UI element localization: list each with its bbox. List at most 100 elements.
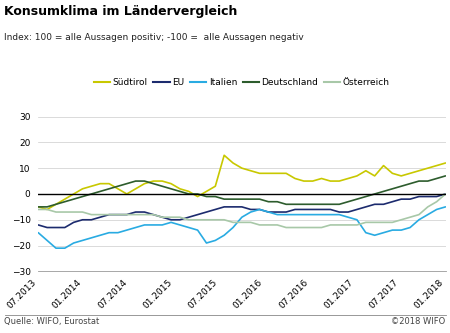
Österreich (106, 213, 112, 217)
EU (425, 194, 431, 198)
Österreich (89, 213, 94, 217)
EU (443, 192, 448, 196)
Österreich (301, 225, 306, 229)
Text: ©2018 WIFO: ©2018 WIFO (391, 317, 446, 326)
Südtirol (45, 207, 50, 211)
Deutschland (71, 197, 76, 201)
Österreich (274, 223, 280, 227)
Südtirol (80, 187, 85, 191)
Deutschland (399, 184, 404, 188)
Südtirol (425, 166, 431, 170)
Österreich (416, 213, 422, 217)
Italien (284, 213, 289, 217)
Südtirol (363, 169, 369, 173)
Italien (416, 218, 422, 222)
EU (106, 213, 112, 217)
Line: EU: EU (38, 194, 446, 227)
Italien (115, 231, 121, 235)
EU (115, 213, 121, 217)
Line: Österreich: Österreich (38, 194, 446, 227)
Line: Südtirol: Südtirol (38, 155, 446, 209)
Deutschland (390, 187, 395, 191)
Südtirol (274, 171, 280, 175)
Deutschland (443, 174, 448, 178)
Deutschland (284, 202, 289, 206)
Österreich (230, 220, 236, 224)
Text: Index: 100 = alle Aussagen positiv; -100 =  alle Aussagen negativ: Index: 100 = alle Aussagen positiv; -100… (4, 33, 304, 42)
Südtirol (372, 174, 378, 178)
Deutschland (177, 189, 183, 193)
Österreich (399, 218, 404, 222)
Südtirol (186, 189, 191, 193)
Italien (230, 225, 236, 229)
EU (399, 197, 404, 201)
Italien (407, 225, 413, 229)
Österreich (177, 215, 183, 219)
Österreich (53, 210, 58, 214)
Italien (133, 225, 138, 229)
Deutschland (230, 197, 236, 201)
Legend: Südtirol, EU, Italien, Deutschland, Österreich: Südtirol, EU, Italien, Deutschland, Öste… (90, 75, 393, 91)
Südtirol (257, 171, 262, 175)
Italien (71, 241, 76, 245)
Österreich (425, 205, 431, 209)
Deutschland (372, 192, 378, 196)
Deutschland (204, 194, 209, 198)
EU (177, 218, 183, 222)
EU (36, 223, 41, 227)
EU (239, 205, 245, 209)
Deutschland (115, 184, 121, 188)
Italien (36, 231, 41, 235)
Italien (319, 213, 324, 217)
EU (363, 205, 369, 209)
Italien (212, 238, 218, 242)
Deutschland (425, 179, 431, 183)
Österreich (221, 218, 227, 222)
Südtirol (292, 176, 298, 180)
Line: Italien: Italien (38, 207, 446, 248)
EU (212, 207, 218, 211)
Südtirol (407, 171, 413, 175)
Deutschland (36, 205, 41, 209)
Deutschland (45, 205, 50, 209)
Deutschland (381, 189, 386, 193)
Österreich (80, 210, 85, 214)
Südtirol (230, 161, 236, 165)
EU (416, 194, 422, 198)
EU (89, 218, 94, 222)
Italien (239, 215, 245, 219)
Deutschland (212, 194, 218, 198)
Südtirol (71, 192, 76, 196)
EU (292, 207, 298, 211)
Österreich (195, 218, 200, 222)
Südtirol (124, 192, 130, 196)
Italien (310, 213, 315, 217)
Deutschland (239, 197, 245, 201)
Österreich (36, 207, 41, 211)
Deutschland (363, 194, 369, 198)
Südtirol (106, 182, 112, 186)
EU (230, 205, 236, 209)
EU (62, 225, 68, 229)
Südtirol (346, 176, 351, 180)
Österreich (142, 213, 147, 217)
Südtirol (98, 182, 103, 186)
Deutschland (159, 184, 165, 188)
EU (381, 202, 386, 206)
Italien (434, 207, 439, 211)
Italien (425, 213, 431, 217)
Deutschland (354, 197, 360, 201)
Österreich (186, 218, 191, 222)
Deutschland (266, 200, 271, 204)
Österreich (407, 215, 413, 219)
Österreich (266, 223, 271, 227)
Italien (151, 223, 156, 227)
EU (71, 220, 76, 224)
Deutschland (301, 202, 306, 206)
Südtirol (89, 184, 94, 188)
Südtirol (319, 176, 324, 180)
Italien (195, 228, 200, 232)
Italien (204, 241, 209, 245)
EU (80, 218, 85, 222)
EU (266, 210, 271, 214)
